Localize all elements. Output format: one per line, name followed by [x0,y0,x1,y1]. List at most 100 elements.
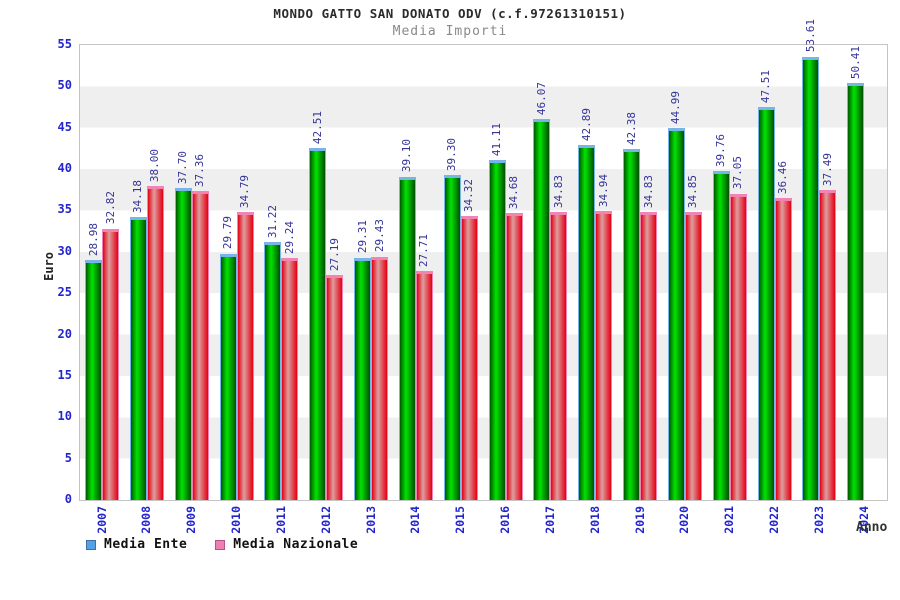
bar-media-nazionale-2009 [191,190,209,500]
value-label-media-nazionale-2014: 27.71 [417,233,431,267]
bar-media-nazionale-2019 [640,211,657,500]
bar-media-nazionale-2007 [102,228,119,500]
value-label-media-nazionale-2023: 37.49 [820,152,834,186]
y-tick-label-5: 5 [64,450,72,465]
y-tick-label-20: 20 [57,326,72,341]
x-tick-label-2022: 2022 [767,506,781,534]
value-label-media-nazionale-2007: 32.82 [103,191,117,225]
bar-media-ente-2021 [712,171,730,500]
value-label-media-ente-2017: 46.07 [534,81,548,115]
value-label-media-ente-2016: 41.11 [490,122,503,156]
value-label-media-ente-2014: 39.10 [400,139,414,173]
value-label-media-nazionale-2011: 29.24 [282,220,296,255]
y-tick-label-15: 15 [57,367,72,382]
bar-media-nazionale-2011 [281,258,299,500]
y-tick-label-0: 0 [64,492,72,506]
bar-media-ente-2024 [847,82,865,500]
y-tick-label-30: 30 [57,243,72,258]
value-label-media-ente-2009: 37.70 [176,151,190,185]
bar-media-ente-2017 [533,118,551,500]
x-tick-label-2011: 2011 [273,506,288,534]
y-tick-label-55: 55 [57,37,72,51]
y-axis-title: Euro [42,252,56,281]
bar-media-ente-2007 [85,260,102,500]
x-tick-label-2013: 2013 [363,506,378,534]
value-label-media-nazionale-2021: 37.05 [731,156,745,190]
bar-media-ente-2023 [802,56,820,500]
bar-media-nazionale-2016 [505,213,523,500]
value-label-media-ente-2007: 28.98 [86,223,100,257]
bar-media-nazionale-2020 [684,211,702,500]
bar-media-nazionale-2012 [326,275,344,500]
bar-media-ente-2009 [174,188,192,500]
value-label-media-ente-2022: 47.51 [759,69,772,103]
bar-media-ente-2011 [264,241,282,500]
value-label-media-ente-2021: 39.76 [714,133,728,168]
bar-media-ente-2015 [443,174,461,500]
legend-label-media-ente: Media Ente [104,537,188,552]
y-tick-label-40: 40 [57,161,72,176]
bar-media-nazionale-2021 [729,193,747,500]
value-label-media-nazionale-2022: 36.46 [776,161,789,195]
legend-label-media-nazionale: Media Nazionale [233,537,359,552]
y-tick-label-25: 25 [57,285,72,300]
x-tick-label-2007: 2007 [94,506,109,534]
bar-media-nazionale-2017 [550,211,568,500]
x-tick-label-2008: 2008 [139,506,154,534]
x-tick-label-2017: 2017 [542,506,557,534]
bar-media-nazionale-2008 [146,185,164,500]
value-label-media-ente-2018: 42.89 [579,108,593,142]
bar-media-nazionale-2013 [371,256,388,500]
plot-area: 28.98 32.82 34.18 38.00 37.70 37.36 29.79 34.79… [79,19,888,501]
value-label-media-nazionale-2008: 38.00 [148,148,162,182]
y-tick-label-50: 50 [57,78,72,93]
value-label-media-nazionale-2019: 34.83 [641,174,655,208]
y-tick-label-10: 10 [57,409,72,424]
bar-media-ente-2020 [667,127,685,500]
y-tick-label-35: 35 [57,202,72,217]
bar-media-nazionale-2018 [595,210,613,500]
x-tick-label-2012: 2012 [318,506,333,534]
value-label-media-nazionale-2013: 29.43 [372,219,386,253]
x-tick-label-2010: 2010 [229,506,243,534]
value-label-media-ente-2012: 42.51 [310,111,324,145]
x-tick-label-2015: 2015 [453,506,468,534]
bar-media-ente-2012 [309,148,327,500]
x-tick-label-2023: 2023 [811,506,826,534]
value-label-media-ente-2024: 50.41 [848,45,862,79]
legend: Media Ente Media Nazionale [86,537,386,552]
bar-media-nazionale-2014 [415,270,433,500]
value-label-media-ente-2023: 53.61 [803,19,817,53]
value-label-media-nazionale-2020: 34.85 [686,174,700,208]
value-label-media-nazionale-2010: 34.79 [238,175,251,209]
bar-media-ente-2018 [578,145,596,500]
bar-media-nazionale-2023 [819,189,837,500]
bar-media-ente-2008 [129,217,147,500]
value-label-media-nazionale-2018: 34.94 [596,173,610,207]
value-label-media-ente-2013: 29.31 [355,220,369,254]
x-tick-label-2020: 2020 [677,506,692,534]
bar-media-ente-2016 [488,159,506,500]
x-tick-label-2016: 2016 [498,506,512,534]
legend-marker-media-ente-icon [86,539,96,550]
chart-subtitle: Media Importi [392,24,508,39]
value-label-media-ente-2019: 42.38 [624,112,638,146]
legend-marker-media-nazionale-icon [215,539,226,550]
value-label-media-ente-2015: 39.30 [445,137,459,171]
x-axis-title: Anno [856,520,888,535]
x-tick-label-2009: 2009 [184,506,199,534]
bar-media-ente-2013 [354,257,371,500]
legend-item-media-ente: Media Ente [86,537,187,552]
bar-media-nazionale-2022 [774,198,792,500]
bar-media-ente-2014 [398,176,416,500]
bar-media-ente-2010 [219,253,237,500]
value-label-media-nazionale-2012: 27.19 [327,237,341,272]
value-label-media-ente-2020: 44.99 [669,90,683,124]
bar-media-nazionale-2010 [236,212,254,500]
x-tick-label-2018: 2018 [587,506,602,534]
x-tick-label-2019: 2019 [632,506,647,534]
value-label-media-ente-2008: 34.18 [131,180,145,214]
bar-media-ente-2022 [757,106,775,500]
value-label-media-ente-2011: 31.22 [265,204,279,238]
bar-media-nazionale-2015 [460,216,478,500]
